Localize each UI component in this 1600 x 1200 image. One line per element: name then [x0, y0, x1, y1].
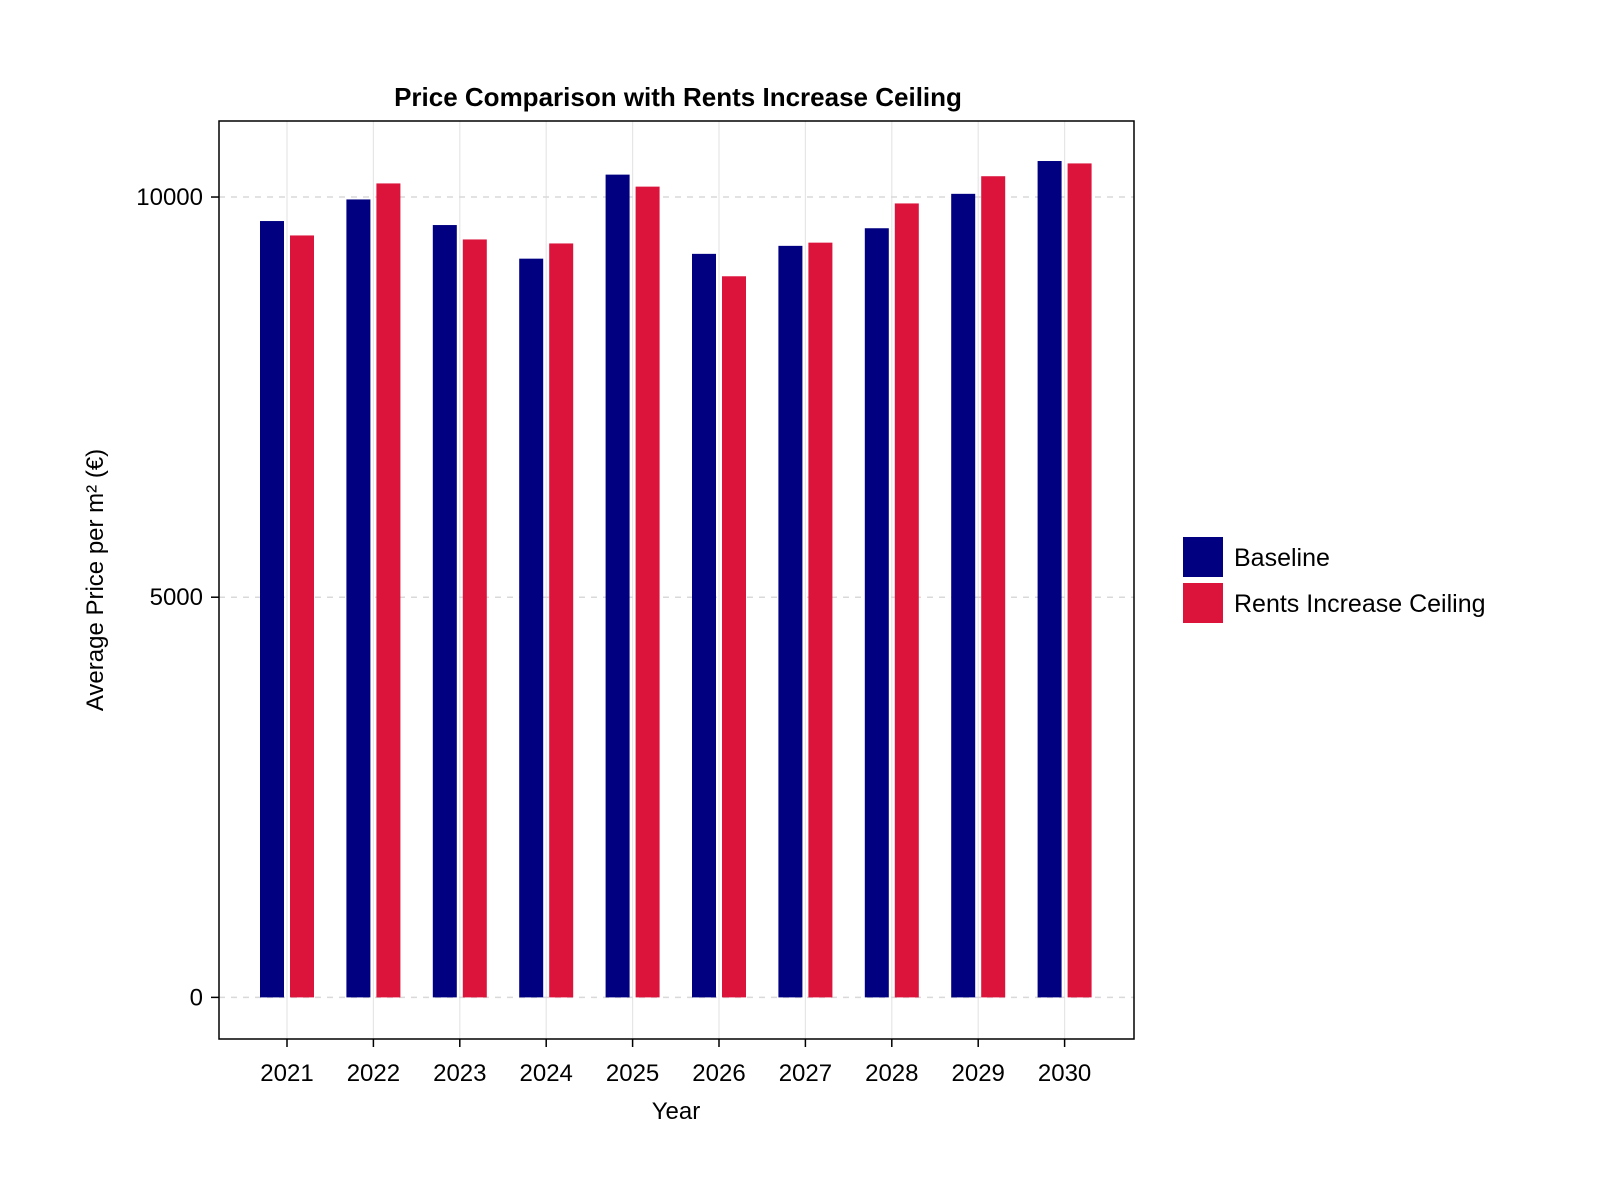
x-tick-label: 2029 — [952, 1060, 1005, 1087]
bar-rents-increase-ceiling-2028 — [894, 203, 919, 998]
bar-rents-increase-ceiling-2030 — [1067, 163, 1092, 998]
bar-baseline-2026 — [692, 253, 716, 998]
bar-baseline-2027 — [778, 245, 803, 998]
x-tick-label: 2021 — [260, 1060, 313, 1087]
plot-frame — [218, 120, 1135, 1040]
y-axis-label: Average Price per m² (€) — [82, 449, 109, 711]
bar-baseline-2021 — [260, 221, 284, 998]
bar-rents-increase-ceiling-2024 — [549, 243, 574, 998]
bar-rents-increase-ceiling-2029 — [981, 176, 1006, 998]
bar-baseline-2023 — [432, 225, 457, 998]
bar-baseline-2024 — [519, 258, 544, 998]
bar-baseline-2029 — [951, 193, 976, 998]
x-axis-label: Year — [652, 1098, 701, 1125]
legend-label-baseline: Baseline — [1234, 544, 1330, 572]
bar-baseline-2028 — [864, 228, 889, 998]
bar-rents-increase-ceiling-2022 — [376, 183, 401, 998]
bars — [260, 161, 1092, 998]
bar-rents-increase-ceiling-2025 — [635, 186, 660, 998]
x-tick-label: 2023 — [433, 1060, 486, 1087]
bar-baseline-2030 — [1037, 161, 1062, 998]
bar-rents-increase-ceiling-2023 — [462, 239, 487, 998]
legend-label-rents-increase-ceiling: Rents Increase Ceiling — [1234, 590, 1486, 618]
x-tick-label: 2024 — [520, 1060, 573, 1087]
bar-rents-increase-ceiling-2021 — [290, 235, 314, 998]
chart-title: Price Comparison with Rents Increase Cei… — [394, 82, 962, 112]
legend: Baseline Rents Increase Ceiling — [1183, 537, 1486, 623]
bar-baseline-2022 — [346, 199, 371, 998]
legend-swatch-baseline — [1183, 537, 1223, 577]
bar-rents-increase-ceiling-2026 — [722, 276, 746, 998]
x-tick-label: 2026 — [692, 1060, 745, 1087]
bar-baseline-2025 — [605, 174, 630, 998]
y-tick-label: 5000 — [150, 584, 203, 611]
grid-lines — [219, 121, 1134, 1039]
x-tick-label: 2025 — [606, 1060, 659, 1087]
x-tick-label: 2027 — [779, 1060, 832, 1087]
x-tick-label: 2022 — [347, 1060, 400, 1087]
bar-rents-increase-ceiling-2027 — [808, 242, 833, 998]
y-tick-label: 10000 — [136, 184, 203, 211]
legend-swatch-rents-increase-ceiling — [1183, 583, 1223, 623]
axis-ticks: 0 5000 10000 2021 2022 2023 2024 2025 2026 2027 20… — [136, 184, 1091, 1087]
x-tick-label: 2030 — [1038, 1060, 1091, 1087]
y-tick-label: 0 — [190, 984, 203, 1011]
x-tick-label: 2028 — [865, 1060, 918, 1087]
